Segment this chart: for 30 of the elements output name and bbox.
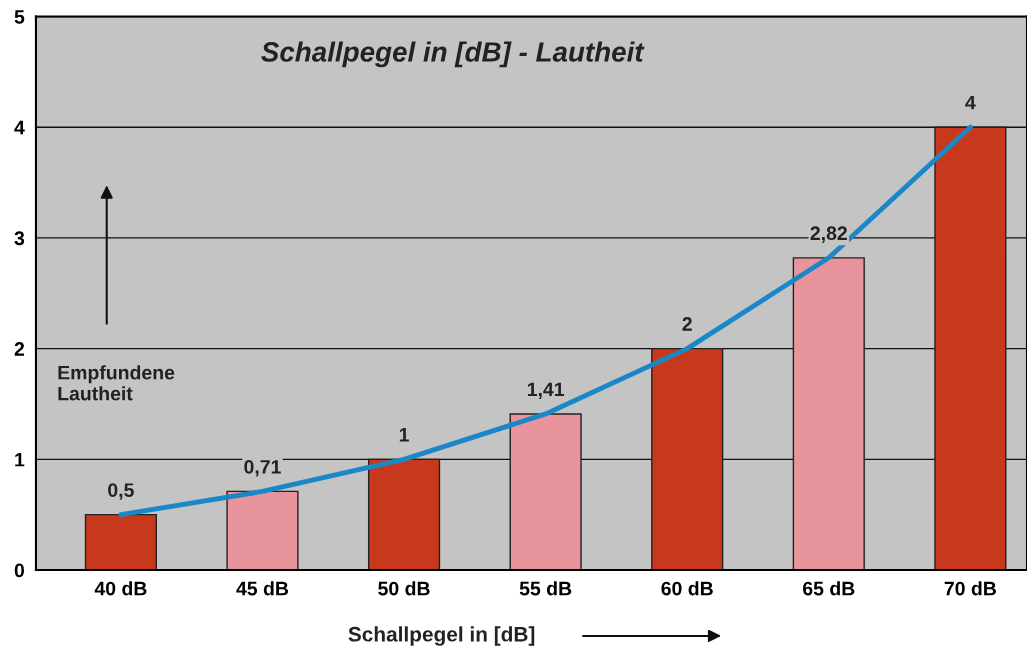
x-tick-label: 60 dB bbox=[661, 581, 713, 596]
data-label: 2,82 bbox=[810, 226, 847, 243]
bar bbox=[367, 458, 441, 571]
x-tick-label: 45 dB bbox=[236, 581, 289, 596]
y-tick-label: 1 bbox=[15, 452, 25, 467]
data-label: 1 bbox=[399, 428, 409, 442]
x-tick-label: 40 dB bbox=[94, 581, 147, 596]
data-label: 0,5 bbox=[108, 483, 134, 500]
y-tick-label: 4 bbox=[14, 120, 25, 135]
x-tick-label: 65 dB bbox=[803, 581, 855, 596]
data-label: 4 bbox=[965, 95, 976, 110]
x-axis-title: Schallpegel in [dB] bbox=[348, 626, 535, 646]
x-tick-label: 50 dB bbox=[378, 581, 430, 596]
bar bbox=[509, 413, 582, 571]
bar bbox=[84, 513, 157, 571]
data-label: 2 bbox=[682, 317, 692, 331]
y-tick-label: 3 bbox=[14, 231, 25, 246]
x-tick-label: 55 dB bbox=[519, 581, 572, 596]
bar bbox=[934, 126, 1007, 571]
y-tick-label: 0 bbox=[14, 563, 25, 578]
text: Schallpegel in [dB] - Lautheit bbox=[261, 41, 645, 68]
bar bbox=[651, 347, 724, 571]
data-label: 0,71 bbox=[244, 459, 281, 477]
bar bbox=[792, 257, 865, 571]
bar bbox=[226, 490, 299, 571]
y-tick-label: 2 bbox=[14, 342, 25, 356]
data-label: 1,41 bbox=[527, 382, 565, 400]
y-tick-label: 5 bbox=[14, 10, 25, 24]
x-tick-label: 70 dB bbox=[944, 581, 996, 596]
annotation: Empfundene Lautheit bbox=[58, 365, 175, 401]
